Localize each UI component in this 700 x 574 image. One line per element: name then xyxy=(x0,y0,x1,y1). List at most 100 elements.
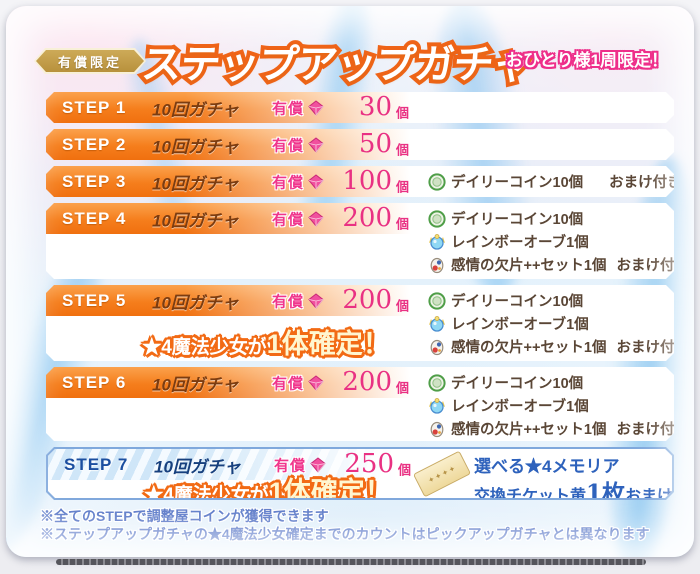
step-band: STEP 6 10回ガチャ 有償 200 個 xyxy=(46,367,674,398)
paid-label: 有償 xyxy=(272,375,305,392)
step-name: STEP 7 xyxy=(64,454,129,474)
guarantee-banner: ★4魔法少女が1体確定！ xyxy=(106,322,426,361)
emotion-fragment-icon xyxy=(428,420,446,438)
bonus-suffix: おまけ付き！ xyxy=(616,340,689,356)
bonus-item: レインボーオーブ1個 xyxy=(428,230,694,253)
step-name: STEP 4 xyxy=(62,208,127,228)
memoria-line1: 選べる★4メモリア xyxy=(474,457,620,476)
cost-value: 200 xyxy=(342,202,392,233)
paid-label: 有償 xyxy=(272,293,305,310)
bonus-item-label: デイリーコイン10個 xyxy=(451,175,584,191)
paid-label: 有償 xyxy=(274,457,307,474)
guarantee-main: 1体確定！ xyxy=(268,477,392,507)
memoria-ticket-icon: ✦✦✦✦ xyxy=(413,451,471,498)
step-name: STEP 3 xyxy=(62,171,127,191)
bonus-item-label: デイリーコイン10個 xyxy=(451,212,584,228)
step-row-1: STEP 1 10回ガチャ 有償 30 個 xyxy=(46,92,674,123)
step-band: STEP 3 10回ガチャ 有償 100 個 xyxy=(46,166,674,197)
rainbow-orb-icon xyxy=(428,315,446,333)
rainbow-orb-icon xyxy=(428,233,446,251)
rainbow-orb-icon xyxy=(428,397,446,415)
step-row-2: STEP 2 10回ガチャ 有償 50 個 xyxy=(46,129,674,160)
scrollbar[interactable] xyxy=(56,559,646,565)
cost-unit: 個 xyxy=(396,379,410,395)
cost-value: 250 xyxy=(344,448,394,479)
bonus-list: デイリーコイン10個 レインボーオーブ1個 感情の欠片++セット1個 おまけ付き… xyxy=(428,371,694,440)
bonus-list: デイリーコイン10個 レインボーオーブ1個 感情の欠片++セット1個 おまけ付き… xyxy=(428,207,694,276)
bonus-item-label: デイリーコイン10個 xyxy=(451,294,584,310)
cost-unit: 個 xyxy=(396,215,410,231)
memoria-bonus: ✦✦✦✦ 選べる★4メモリア 交換チケット黄1枚おまけ付き！ xyxy=(414,451,676,500)
gacha-count-label: 10回ガチャ xyxy=(152,100,239,119)
cost-value: 30 xyxy=(358,91,392,122)
page-title: ステップアップガチャ xyxy=(139,32,534,90)
bonus-item: レインボーオーブ1個 xyxy=(428,394,694,417)
bonus-item: 感情の欠片++セット1個 おまけ付き！ xyxy=(428,253,694,276)
daily-coin-icon xyxy=(428,292,446,310)
paid-label: 有償 xyxy=(272,100,305,117)
gacha-count-label: 10回ガチャ xyxy=(152,375,239,394)
bonus-item: デイリーコイン10個 xyxy=(428,289,694,312)
cost-unit: 個 xyxy=(396,141,410,157)
step-row-5: STEP 5 10回ガチャ 有償 200 個 ★4魔法少女が1体確定！ デイリー… xyxy=(46,285,674,361)
gacha-count-label: 10回ガチャ xyxy=(152,211,239,230)
cost-unit: 個 xyxy=(398,461,412,477)
bonus-item: デイリーコイン10個 xyxy=(428,371,694,394)
step-row-7-inner: STEP 7 10回ガチャ 有償 250 個 ★4魔法少女が1体確定！ ✦✦✦✦… xyxy=(48,449,672,498)
daily-coin-icon xyxy=(428,374,446,392)
bonus-item-label: 感情の欠片++セット1個 xyxy=(451,258,607,274)
guarantee-pre: ★4魔法少女が xyxy=(142,337,267,358)
memoria-line2-post: おまけ付き！ xyxy=(625,488,690,505)
step-row-6: STEP 6 10回ガチャ 有償 200 個 デイリーコイン10個 レインボーオ… xyxy=(46,367,674,441)
bonus-suffix: おまけ付き！ xyxy=(609,175,694,191)
cost-value: 100 xyxy=(342,165,392,196)
footer-note-1: ※全てのSTEPで調整屋コインが獲得できます xyxy=(40,508,329,524)
guarantee-main: 1体確定！ xyxy=(266,329,390,359)
gacha-count-label: 10回ガチャ xyxy=(152,137,239,156)
dialog-panel: 有償限定 ステップアップガチャ おひとり様1周限定！ STEP 1 10回ガチャ… xyxy=(6,6,694,557)
emotion-fragment-icon xyxy=(428,256,446,274)
memoria-line2: 交換チケット黄1枚おまけ付き！ xyxy=(474,474,694,508)
bonus-suffix: おまけ付き！ xyxy=(616,422,689,438)
bonus-list: デイリーコイン10個 レインボーオーブ1個 感情の欠片++セット1個 おまけ付き… xyxy=(428,289,694,358)
paid-label: 有償 xyxy=(272,137,305,154)
memoria-line2-pre: 交換チケット黄 xyxy=(474,488,587,505)
cost-value: 200 xyxy=(342,284,392,315)
guarantee-pre: ★4魔法少女が xyxy=(144,485,269,506)
step-name: STEP 2 xyxy=(62,134,127,154)
step-band: STEP 7 10回ガチャ 有償 250 個 xyxy=(48,449,672,480)
step-row-3: STEP 3 10回ガチャ 有償 100 個 デイリーコイン10個 おまけ付き！ xyxy=(46,166,674,197)
guarantee-banner: ★4魔法少女が1体確定！ xyxy=(108,470,428,509)
bonus-list: デイリーコイン10個 おまけ付き！ xyxy=(428,166,694,197)
cost-unit: 個 xyxy=(396,104,410,120)
cost-unit: 個 xyxy=(396,178,410,194)
cost-value: 200 xyxy=(342,366,392,397)
paid-label: 有償 xyxy=(272,211,305,228)
bonus-item: 感情の欠片++セット1個 おまけ付き！ xyxy=(428,335,694,358)
step-row-4: STEP 4 10回ガチャ 有償 200 個 デイリーコイン10個 レインボーオ… xyxy=(46,203,674,279)
emotion-fragment-icon xyxy=(428,338,446,356)
bonus-item: デイリーコイン10個 xyxy=(428,207,694,230)
memoria-line2-count: 1枚 xyxy=(586,480,626,507)
paid-only-badge: 有償限定 xyxy=(34,48,146,74)
step-name: STEP 1 xyxy=(62,97,127,117)
paid-only-badge-label: 有償限定 xyxy=(36,50,144,72)
step-name: STEP 5 xyxy=(62,290,127,310)
bonus-item-label: レインボーオーブ1個 xyxy=(451,235,589,251)
paid-label: 有償 xyxy=(272,174,305,191)
bonus-item-label: 感情の欠片++セット1個 xyxy=(451,422,607,438)
bonus-item-label: レインボーオーブ1個 xyxy=(451,317,589,333)
step-row-7: STEP 7 10回ガチャ 有償 250 個 ★4魔法少女が1体確定！ ✦✦✦✦… xyxy=(46,447,674,500)
gacha-count-label: 10回ガチャ xyxy=(152,293,239,312)
cost-value: 50 xyxy=(358,128,392,159)
daily-coin-icon xyxy=(428,173,446,191)
bonus-item-label: デイリーコイン10個 xyxy=(451,376,584,392)
bonus-item: レインボーオーブ1個 xyxy=(428,312,694,335)
daily-coin-icon xyxy=(428,210,446,228)
step-band: STEP 2 10回ガチャ 有償 50 個 xyxy=(46,129,674,160)
step-name: STEP 6 xyxy=(62,372,127,392)
bonus-suffix: おまけ付き！ xyxy=(616,258,689,274)
step-band: STEP 1 10回ガチャ 有償 30 個 xyxy=(46,92,674,123)
bonus-item-label: レインボーオーブ1個 xyxy=(451,399,589,415)
